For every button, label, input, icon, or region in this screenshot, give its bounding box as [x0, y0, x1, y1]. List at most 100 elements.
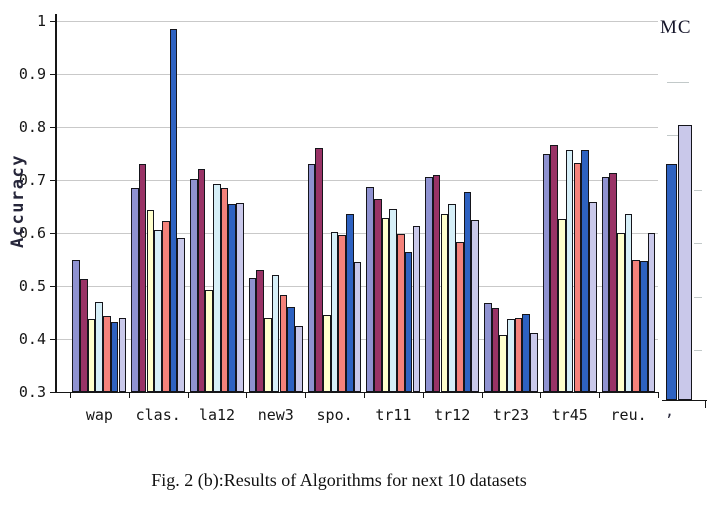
bar-tr45-series-4-pale-cyan: [565, 150, 574, 392]
bar-reu-series-4-pale-cyan: [624, 214, 633, 392]
y-tick-label: 0.6: [18, 224, 46, 242]
x-axis-tick: [658, 392, 659, 398]
bar-la12-series-1-periwinkle: [189, 178, 198, 392]
bar-tr11-series-7-lavender: [412, 226, 421, 392]
bar-tr11-series-1-periwinkle: [366, 186, 374, 392]
bar-clas-series-5-salmon: [161, 221, 170, 392]
x-category-label: tr12: [434, 406, 471, 424]
y-tick-label: 0.3: [18, 383, 46, 401]
bar-spo-series-2-plum: [315, 148, 323, 392]
x-axis-tick: [187, 392, 189, 398]
bar-tr11-series-4-pale-cyan: [389, 209, 398, 392]
bar-wap-series-3-pale-yellow: [87, 319, 96, 392]
bar-clas-series-1-periwinkle: [131, 187, 139, 392]
y-tick-label: 1: [36, 12, 46, 30]
bar-la12-series-5-salmon: [220, 187, 229, 392]
bar-new3-series-3-pale-yellow: [264, 317, 272, 392]
bar-tr45-series-7-lavender: [588, 202, 597, 392]
y-tick-label: 0.5: [18, 277, 46, 295]
bar-clas-series-3-pale-yellow: [146, 210, 155, 392]
bar-tr23-series-5-salmon: [514, 317, 523, 392]
y-axis-tick: [50, 339, 56, 340]
x-axis-tick: [364, 392, 365, 398]
gridline: [56, 74, 658, 75]
gridline: [56, 127, 658, 128]
y-tick-label: 0.4: [18, 330, 46, 348]
x-axis-line: [55, 391, 658, 393]
y-tick-label: 0.9: [18, 65, 46, 83]
bar-tr11-series-6-blue: [404, 251, 413, 392]
bar-tr45-series-1-periwinkle: [542, 153, 551, 392]
bar-la12-series-4-pale-cyan: [213, 184, 221, 392]
bar-reu-series-6-blue: [640, 261, 648, 392]
y-tick-label: 0.8: [18, 118, 46, 136]
x-axis-tick: [422, 392, 424, 398]
y-axis-tick: [50, 21, 56, 22]
y-tick-label: 0.7: [18, 171, 46, 189]
bar-tr11-series-2-plum: [374, 198, 382, 392]
bar-la12-series-7-lavender: [236, 202, 244, 392]
bar-new3-series-4-pale-cyan: [271, 275, 280, 392]
bar-tr12-series-2-plum: [432, 174, 441, 392]
x-axis-tick: [128, 392, 130, 398]
x-category-label: spo.: [316, 406, 353, 424]
bar-tr12-series-4-pale-cyan: [448, 203, 456, 392]
bar-spo-series-5-salmon: [338, 234, 346, 392]
bar-tr45-series-6-blue: [581, 149, 589, 392]
bar-reu-series-2-plum: [609, 173, 617, 392]
bar-la12-series-3-pale-yellow: [205, 289, 213, 392]
bar-new3-series-6-blue: [287, 307, 295, 392]
sliver-axis-tick: [705, 400, 706, 408]
bar-tr23-series-4-pale-cyan: [507, 318, 515, 392]
sliver-gridline: [694, 243, 702, 244]
y-axis-tick: [50, 392, 56, 393]
bar-tr45-series-3-pale-yellow: [558, 219, 566, 392]
sliver-gridline: [694, 190, 702, 191]
bar-clas-series-4-pale-cyan: [154, 230, 162, 392]
gridline: [56, 21, 658, 22]
bar-reu-series-1-periwinkle: [601, 176, 610, 392]
bar-reu-series-5-salmon: [632, 259, 640, 392]
bar-spo-series-6-blue: [346, 214, 354, 392]
legend-fragment-label: MC: [660, 17, 692, 38]
bar-spo-series-1-periwinkle: [307, 164, 316, 392]
figure-caption: Fig. 2 (b):Results of Algorithms for nex…: [151, 470, 527, 490]
x-category-label: tr23: [492, 406, 530, 424]
x-category-label: la12: [198, 406, 236, 424]
x-axis-tick: [246, 392, 248, 398]
bar-tr12-series-1-periwinkle: [425, 177, 433, 392]
y-axis-tick: [50, 286, 56, 287]
y-axis-line: [55, 14, 57, 392]
bar-clas-series-7-lavender: [177, 238, 185, 392]
bar-tr45-series-2-plum: [550, 145, 559, 392]
bar-tr45-series-5-salmon: [573, 162, 582, 392]
bar-new3-series-1-periwinkle: [248, 278, 257, 392]
bar-spo-series-7-lavender: [353, 262, 362, 392]
x-category-label: clas.: [135, 406, 181, 424]
bar-tr12-series-7-lavender: [471, 219, 479, 393]
x-category-label: wap: [85, 406, 113, 424]
sliver-bar: [666, 163, 677, 400]
bar-wap-series-6-blue: [110, 321, 119, 392]
sliver-baseline: [662, 399, 707, 401]
y-axis-title: Accuracy: [8, 154, 28, 248]
bar-tr23-series-3-pale-yellow: [499, 334, 507, 392]
bar-la12-series-2-plum: [197, 169, 206, 392]
bar-la12-series-6-blue: [228, 203, 237, 392]
x-category-label: tr11: [375, 406, 412, 424]
x-axis-tick: [305, 392, 307, 398]
bar-tr23-series-6-blue: [522, 314, 531, 392]
bar-spo-series-3-pale-yellow: [322, 315, 331, 392]
x-category-label: reu.: [610, 406, 647, 424]
bar-tr12-series-3-pale-yellow: [440, 214, 449, 392]
x-axis-tick: [599, 392, 601, 398]
x-category-label: new3: [257, 406, 294, 424]
bar-wap-series-1-periwinkle: [72, 259, 80, 392]
sliver-gridline: [694, 350, 702, 351]
bar-tr23-series-1-periwinkle: [483, 303, 492, 392]
bar-wap-series-5-salmon: [103, 316, 111, 392]
bar-tr23-series-2-plum: [491, 308, 500, 392]
y-axis-tick: [50, 233, 56, 234]
